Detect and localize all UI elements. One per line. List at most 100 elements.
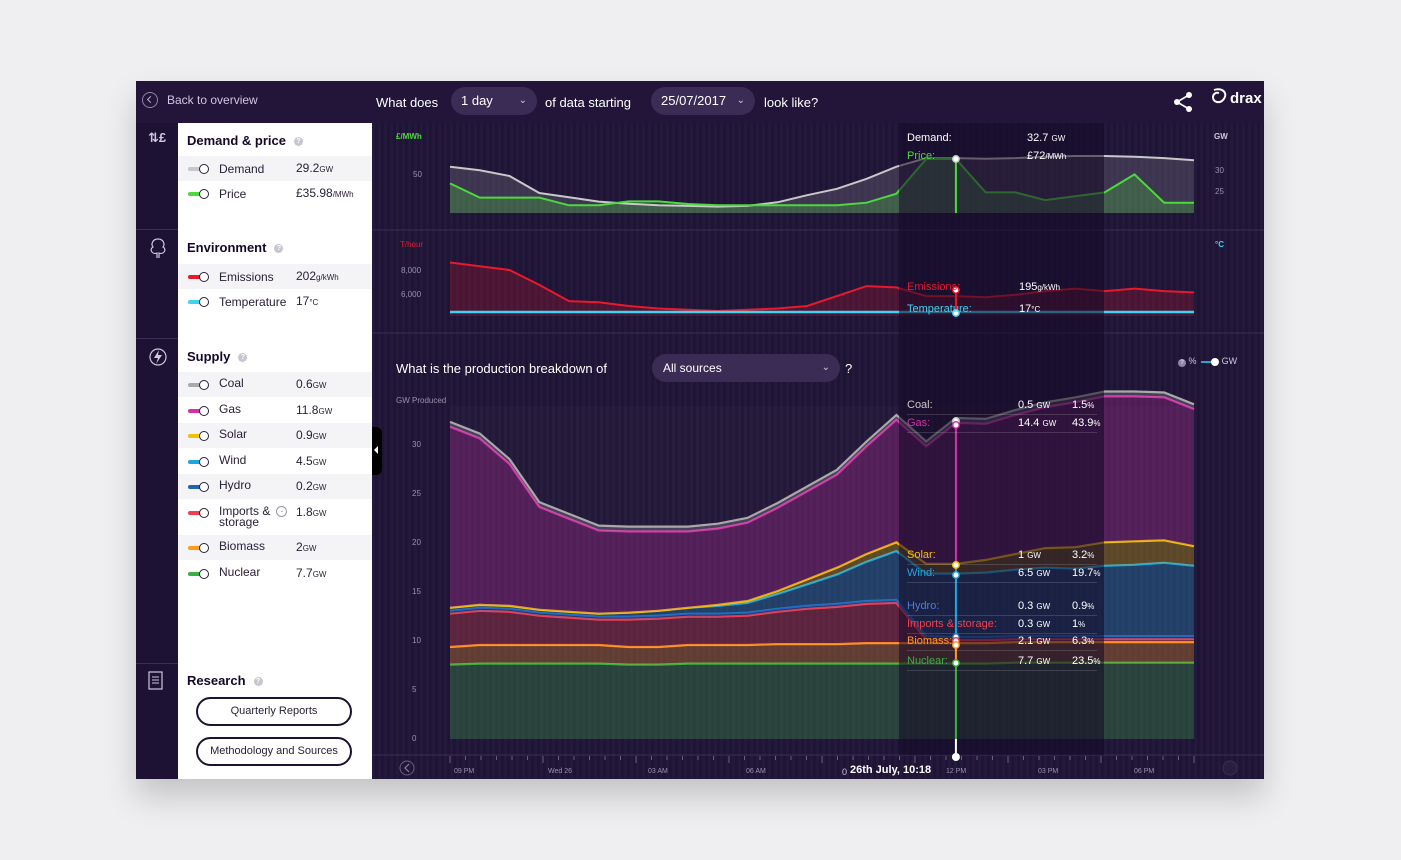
timeline-axis[interactable] bbox=[399, 756, 1238, 776]
tooltip-price-label: Price: bbox=[907, 150, 936, 162]
tooltip-gw: 7.7 GW bbox=[1018, 655, 1051, 667]
emissions-toggle[interactable] bbox=[188, 272, 210, 282]
temperature-row[interactable]: Temperature 17°C bbox=[178, 289, 372, 314]
mid-tick-8000: 8,000 bbox=[401, 266, 422, 275]
tooltip-pct: 0.9% bbox=[1072, 600, 1095, 612]
price-toggle[interactable] bbox=[188, 189, 210, 199]
supply-value: 0.6GW bbox=[296, 377, 327, 391]
supply-row-gas[interactable]: Gas 11.8GW bbox=[178, 398, 372, 423]
temperature-label: Temperature bbox=[219, 295, 287, 309]
tooltip-row: Hydro: 0.3 GW 0.9% bbox=[907, 600, 1097, 616]
supply-toggle[interactable] bbox=[188, 405, 210, 416]
start-date-select[interactable]: 25/07/2017 ⌄ bbox=[651, 87, 755, 115]
timeline-label: 12 PM bbox=[946, 768, 967, 775]
demand-price-title: Demand & price? bbox=[187, 133, 303, 148]
timeline-label: 0 bbox=[842, 767, 848, 777]
gw-option[interactable]: GW bbox=[1221, 356, 1238, 366]
supply-toggle[interactable] bbox=[188, 456, 210, 467]
help-icon[interactable]: ? bbox=[293, 137, 303, 147]
methodology-sources-button[interactable]: Methodology and Sources bbox=[196, 737, 352, 766]
charts-svg[interactable] bbox=[372, 123, 1264, 779]
supply-toggle[interactable] bbox=[188, 431, 210, 441]
back-to-overview-link[interactable]: Back to overview bbox=[142, 92, 258, 108]
time-cursor[interactable] bbox=[951, 155, 960, 761]
tooltip-emissions-value: 195g/kWh bbox=[1019, 281, 1061, 293]
emissions-label: Emissions bbox=[219, 270, 274, 284]
tooltip-pct: 19.7% bbox=[1072, 567, 1101, 579]
demand-toggle[interactable] bbox=[188, 164, 210, 174]
header-bar: Back to overview What does 1 day ⌄ of da… bbox=[136, 81, 1264, 123]
supply-row-wind[interactable]: Wind 4.5GW bbox=[178, 449, 372, 474]
document-icon bbox=[148, 671, 163, 690]
chevron-down-icon: ⌄ bbox=[518, 95, 527, 106]
back-label: Back to overview bbox=[167, 93, 258, 107]
pct-option[interactable]: % bbox=[1188, 356, 1197, 366]
tooltip-gw: 0.5 GW bbox=[1018, 399, 1051, 411]
supply-row-solar[interactable]: Solar 0.9GW bbox=[178, 423, 372, 448]
unit-toggle-knob[interactable] bbox=[1211, 357, 1220, 366]
top-tick-left: 50 bbox=[413, 170, 422, 179]
period-value: 1 day bbox=[461, 93, 493, 108]
timeline-label: 03 AM bbox=[648, 768, 668, 775]
timeline-label: 03 PM bbox=[1038, 768, 1059, 775]
temperature-toggle[interactable] bbox=[188, 297, 210, 307]
cursor-dot bbox=[951, 659, 960, 667]
tooltip-gw: 0.3 GW bbox=[1018, 618, 1051, 630]
chart-area: £/MWh 50 GW 30 25 Demand: 32.7 GW Price:… bbox=[372, 123, 1264, 779]
supply-toggle[interactable] bbox=[188, 482, 210, 492]
help-icon[interactable]: ? bbox=[274, 244, 284, 254]
share-icon[interactable] bbox=[1172, 91, 1194, 113]
tooltip-gw: 1 GW bbox=[1018, 549, 1041, 561]
supply-row-coal[interactable]: Coal 0.6GW bbox=[178, 372, 372, 397]
breakdown-question-end: ? bbox=[845, 361, 853, 376]
tooltip-pct: 43.9% bbox=[1072, 417, 1101, 429]
panel-collapse-handle[interactable] bbox=[372, 427, 382, 475]
source-select-value: All sources bbox=[663, 361, 722, 375]
supply-toggle[interactable] bbox=[188, 568, 210, 579]
timeline-next-button bbox=[1222, 760, 1238, 776]
tooltip-pct: 1.5% bbox=[1072, 399, 1095, 411]
logo-text: drax bbox=[1230, 90, 1262, 107]
supply-label: Solar bbox=[219, 427, 248, 441]
price-row[interactable]: Price £35.98/MWh bbox=[178, 181, 372, 206]
main-y-tick: 25 bbox=[412, 489, 421, 499]
supply-row-hydro[interactable]: Hydro 0.2GW bbox=[178, 474, 372, 499]
help-icon[interactable]: ? bbox=[253, 677, 263, 687]
supply-row-nuclear[interactable]: Nuclear 7.7GW bbox=[178, 561, 372, 586]
demand-value: 29.2GW bbox=[296, 161, 334, 175]
expand-icon[interactable]: ⌄ bbox=[276, 505, 288, 517]
help-icon[interactable]: ? bbox=[1178, 359, 1186, 367]
demand-row[interactable]: Demand 29.2GW bbox=[178, 156, 372, 181]
cursor-dot bbox=[951, 641, 960, 649]
supply-row-imports[interactable]: Imports & ⌄ storage 1.8GW bbox=[178, 500, 372, 535]
tooltip-row: Wind: 6.5 GW 19.7% bbox=[907, 567, 1101, 583]
collapse-arrow-icon bbox=[374, 446, 378, 454]
period-select[interactable]: 1 day ⌄ bbox=[451, 87, 537, 115]
supply-toggle[interactable] bbox=[188, 543, 210, 553]
supply-value: 1.8GW bbox=[296, 504, 327, 519]
cursor-dot bbox=[951, 286, 960, 294]
supply-toggle[interactable] bbox=[188, 380, 210, 390]
tooltip-source-label: Solar: bbox=[907, 549, 936, 561]
help-icon[interactable]: ? bbox=[238, 353, 248, 363]
tooltip-row: Biomass: 2.1 GW 6.3% bbox=[907, 635, 1097, 651]
start-date-value: 25/07/2017 bbox=[661, 93, 727, 108]
question-prefix: What does bbox=[376, 95, 439, 110]
top-y-label-right: GW bbox=[1214, 132, 1228, 141]
drax-logo[interactable]: drax bbox=[1210, 87, 1262, 107]
emissions-row[interactable]: Emissions 202g/kWh bbox=[178, 264, 372, 289]
demand-label: Demand bbox=[219, 162, 265, 176]
drax-logo-icon bbox=[1211, 88, 1227, 104]
main-y-tick: 20 bbox=[412, 538, 421, 548]
environment-title: Environment? bbox=[187, 240, 284, 255]
unit-toggle[interactable]: ? % GW bbox=[1178, 356, 1237, 367]
tree-icon bbox=[150, 238, 166, 258]
quarterly-reports-button[interactable]: Quarterly Reports bbox=[196, 697, 352, 726]
top-tick-right-30: 30 bbox=[1215, 166, 1224, 175]
supply-toggle[interactable] bbox=[188, 507, 210, 518]
supply-value: 11.8GW bbox=[296, 402, 333, 417]
supply-row-biomass[interactable]: Biomass 2GW bbox=[178, 535, 372, 560]
source-select[interactable]: All sources ⌄ bbox=[652, 354, 840, 382]
mid-tick-6000: 6,000 bbox=[401, 290, 422, 299]
main-y-tick: 5 bbox=[412, 685, 417, 695]
